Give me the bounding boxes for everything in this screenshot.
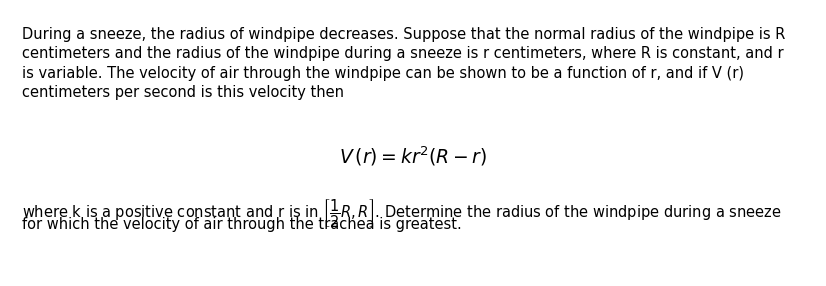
Text: $V\,(r) = kr^2(R - r)$: $V\,(r) = kr^2(R - r)$ [339,145,487,168]
Text: is variable. The velocity of air through the windpipe can be shown to be a funct: is variable. The velocity of air through… [22,66,744,81]
Text: During a sneeze, the radius of windpipe decreases. Suppose that the normal radiu: During a sneeze, the radius of windpipe … [22,27,786,42]
Text: for which the velocity of air through the trachea is greatest.: for which the velocity of air through th… [22,217,462,231]
Text: centimeters and the radius of the windpipe during a sneeze is r centimeters, whe: centimeters and the radius of the windpi… [22,47,784,61]
Text: where k is a positive constant and r is in $\left[\dfrac{1}{2}R, R\right]$. Dete: where k is a positive constant and r is … [22,197,781,230]
Text: centimeters per second is this velocity then: centimeters per second is this velocity … [22,86,344,100]
